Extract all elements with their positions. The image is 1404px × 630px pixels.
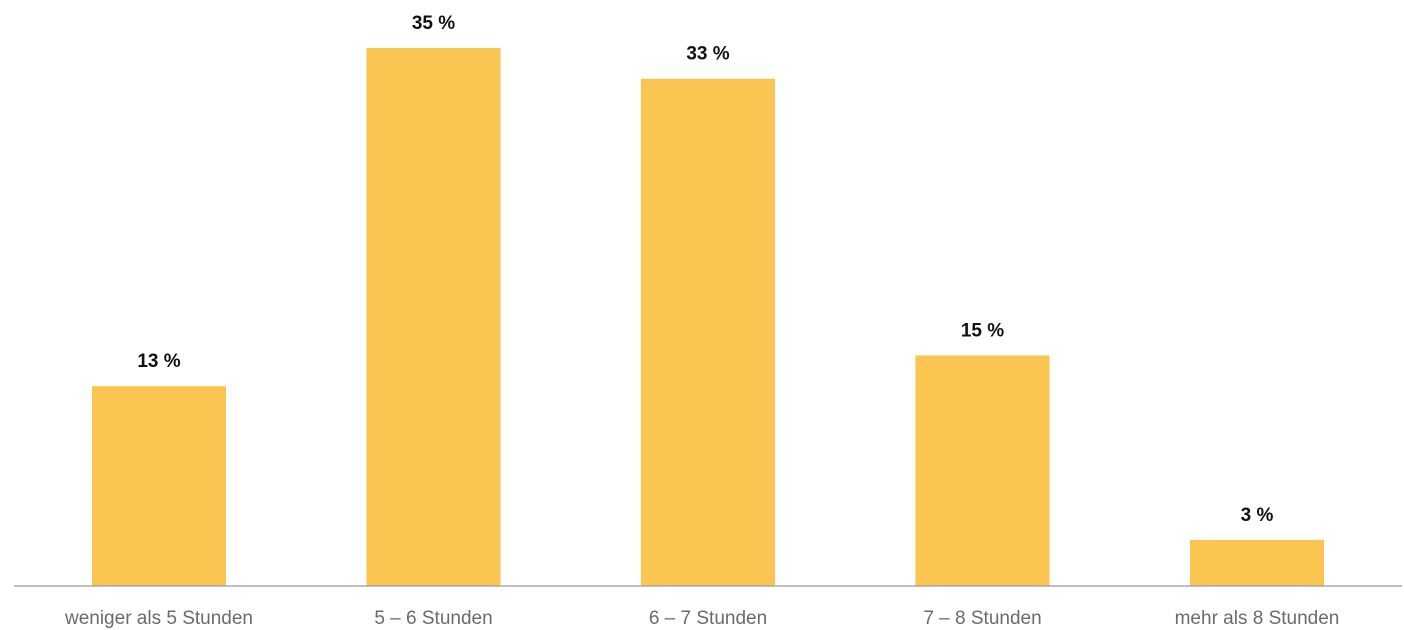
data-label-3: 15 % bbox=[961, 320, 1004, 341]
data-label-4: 3 % bbox=[1241, 505, 1274, 526]
category-labels-group: weniger als 5 Stunden 5 – 6 Stunden 6 – 7 … bbox=[64, 608, 1339, 629]
value-labels-group: 13 % 35 % 33 % 15 % 3 % bbox=[137, 13, 1273, 526]
category-label-2: 6 – 7 Stunden bbox=[649, 608, 767, 629]
data-label-2: 33 % bbox=[686, 44, 729, 65]
bar-0 bbox=[92, 386, 226, 586]
bar-2 bbox=[641, 78, 775, 586]
bar-1 bbox=[366, 48, 501, 586]
bars-group bbox=[92, 48, 1324, 586]
category-label-3: 7 – 8 Stunden bbox=[923, 608, 1041, 629]
bar-4 bbox=[1190, 539, 1324, 586]
data-label-0: 13 % bbox=[137, 351, 180, 372]
bar-3 bbox=[915, 355, 1050, 586]
category-label-1: 5 – 6 Stunden bbox=[374, 608, 492, 629]
category-label-4: mehr als 8 Stunden bbox=[1175, 608, 1340, 629]
category-label-0: weniger als 5 Stunden bbox=[64, 608, 253, 629]
data-label-1: 35 % bbox=[412, 13, 455, 34]
